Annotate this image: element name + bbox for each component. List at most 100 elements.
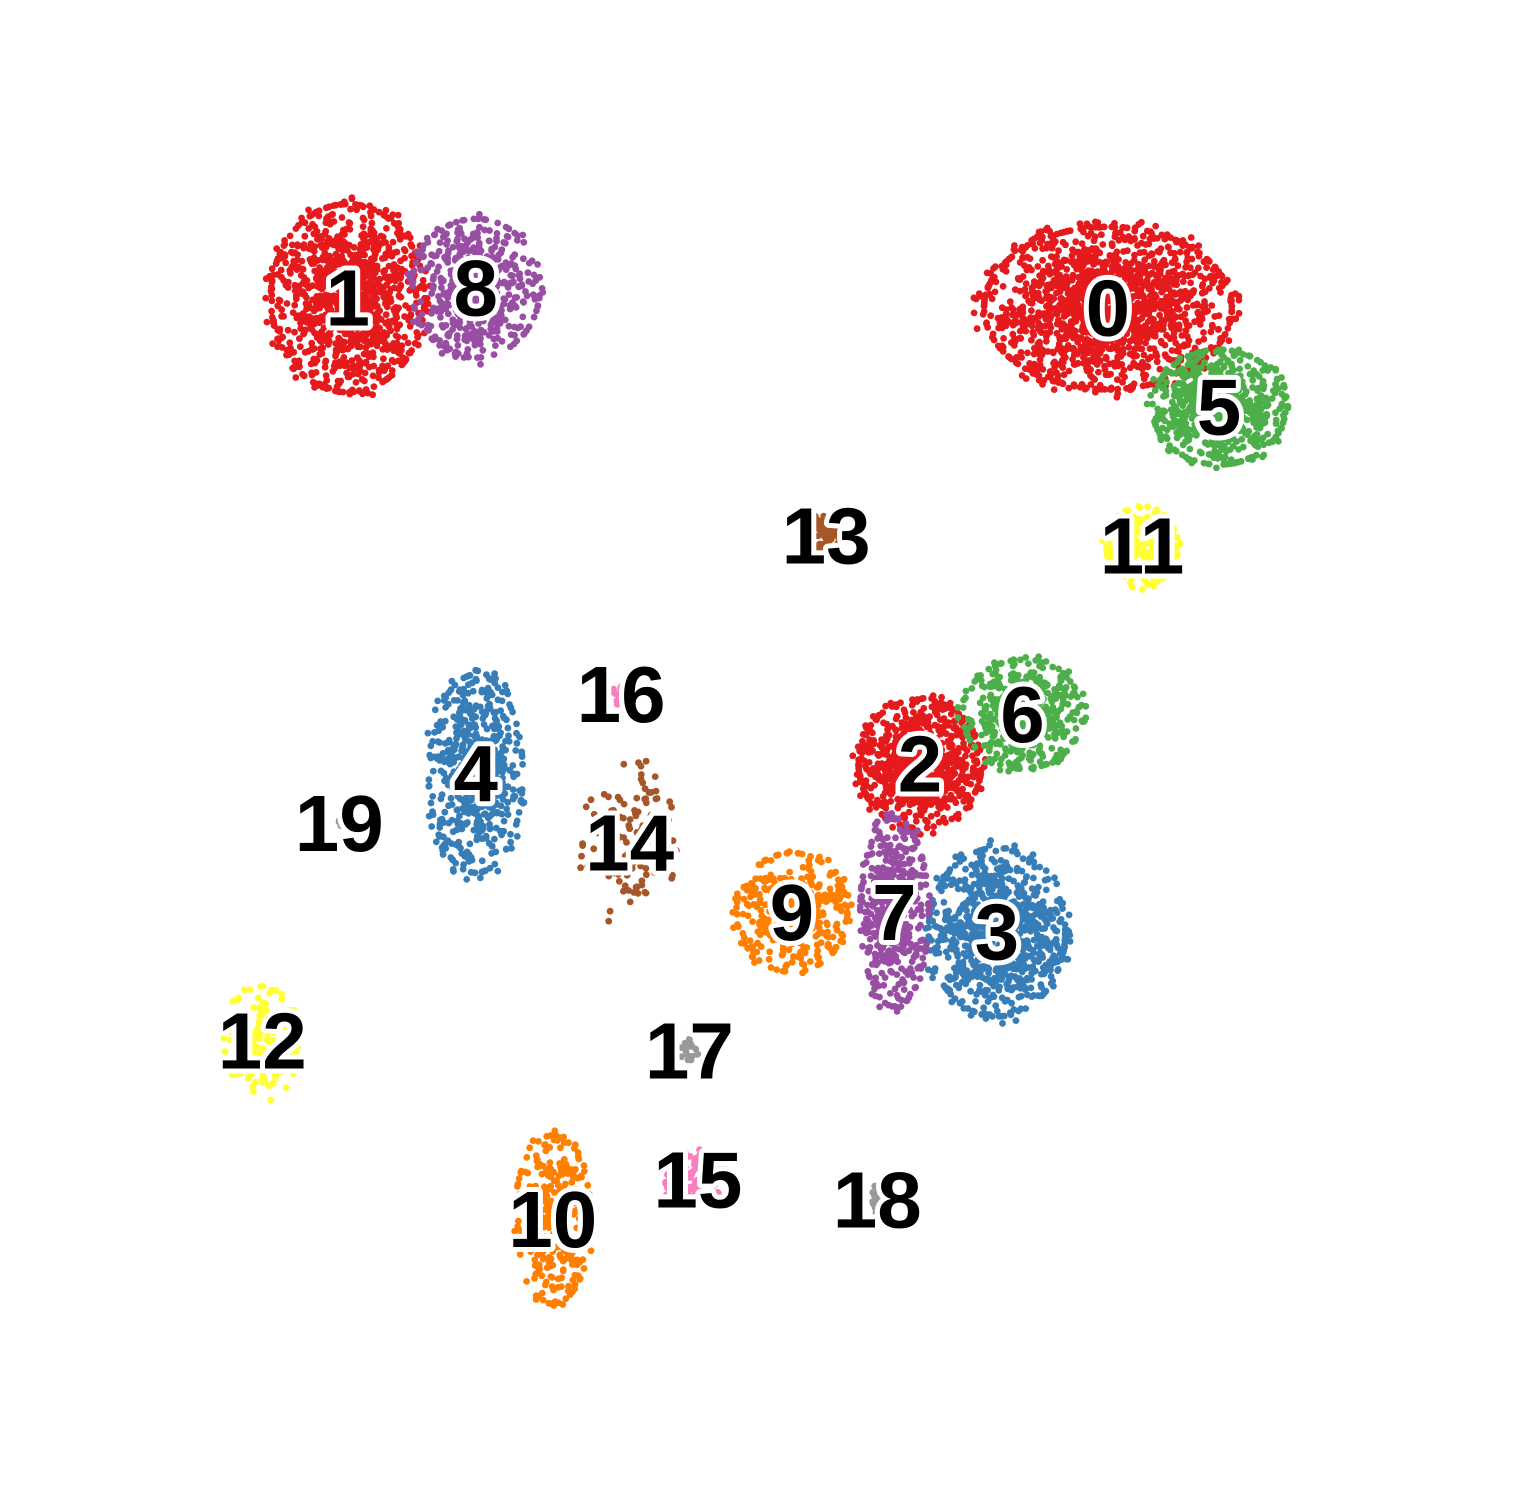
point [1043, 920, 1051, 928]
point [852, 780, 860, 788]
point [967, 796, 975, 803]
point [1043, 937, 1051, 944]
point [1060, 947, 1067, 955]
point [313, 334, 321, 341]
point [971, 772, 978, 779]
point [1046, 328, 1054, 336]
point [393, 264, 401, 271]
point [425, 782, 433, 790]
point [496, 827, 504, 835]
point [437, 795, 445, 803]
point [1026, 945, 1033, 952]
point [490, 709, 498, 716]
point [1043, 302, 1050, 310]
point [873, 763, 881, 771]
point [381, 267, 389, 274]
point [268, 283, 275, 291]
point [956, 877, 963, 885]
point [383, 225, 390, 232]
point [1174, 262, 1182, 270]
point [1025, 895, 1032, 902]
point [1044, 944, 1052, 952]
point [1070, 381, 1078, 388]
point [1191, 318, 1199, 326]
point [1018, 867, 1026, 875]
point [1038, 237, 1046, 244]
point [1082, 246, 1090, 254]
point [376, 324, 383, 332]
point [892, 701, 900, 708]
point [483, 695, 491, 702]
point [977, 872, 985, 880]
point [1147, 228, 1154, 236]
point [500, 817, 508, 825]
point [321, 363, 329, 371]
point [1199, 281, 1207, 288]
point [390, 340, 397, 347]
point [297, 319, 304, 327]
point [927, 812, 935, 820]
point [1051, 260, 1059, 268]
point [463, 876, 471, 883]
point [359, 214, 367, 222]
point [970, 309, 978, 317]
point [1068, 252, 1076, 260]
point [478, 688, 486, 696]
point [1009, 311, 1016, 319]
point [1149, 325, 1156, 333]
point [1159, 302, 1167, 310]
point [881, 789, 889, 797]
point [286, 339, 294, 347]
point [1207, 275, 1215, 282]
point [1228, 291, 1235, 299]
point [292, 374, 300, 381]
point [1078, 240, 1086, 248]
point [885, 731, 893, 739]
point [974, 782, 982, 790]
point [1142, 371, 1150, 379]
point [1074, 301, 1082, 308]
point [290, 348, 298, 356]
point [352, 379, 360, 386]
point [361, 369, 369, 377]
point [1046, 911, 1054, 919]
point [445, 700, 452, 708]
point [1215, 325, 1222, 333]
point [480, 721, 488, 728]
point [980, 1004, 988, 1012]
point [472, 666, 480, 674]
point [1129, 276, 1137, 284]
point [295, 263, 302, 271]
point [1022, 327, 1030, 335]
point [499, 712, 507, 720]
point [314, 297, 322, 304]
point [934, 705, 942, 713]
point [427, 742, 435, 750]
point [268, 307, 275, 315]
point [283, 346, 291, 354]
point [1038, 983, 1045, 991]
cluster-0-points [970, 218, 1243, 401]
point [932, 949, 940, 957]
point [291, 287, 299, 295]
point [288, 263, 296, 271]
point [962, 899, 970, 907]
point [873, 714, 881, 721]
point [1021, 365, 1029, 372]
point [518, 789, 526, 797]
point [947, 750, 955, 758]
point [1144, 318, 1152, 326]
point [354, 343, 362, 351]
point [329, 238, 336, 246]
point [1196, 321, 1204, 328]
point [472, 702, 480, 710]
point [855, 765, 863, 772]
point [338, 231, 346, 238]
point [962, 865, 969, 873]
point [441, 808, 449, 816]
point [348, 195, 356, 203]
point [999, 1020, 1006, 1027]
point [397, 257, 404, 265]
point [1027, 365, 1035, 373]
point [1198, 289, 1206, 297]
